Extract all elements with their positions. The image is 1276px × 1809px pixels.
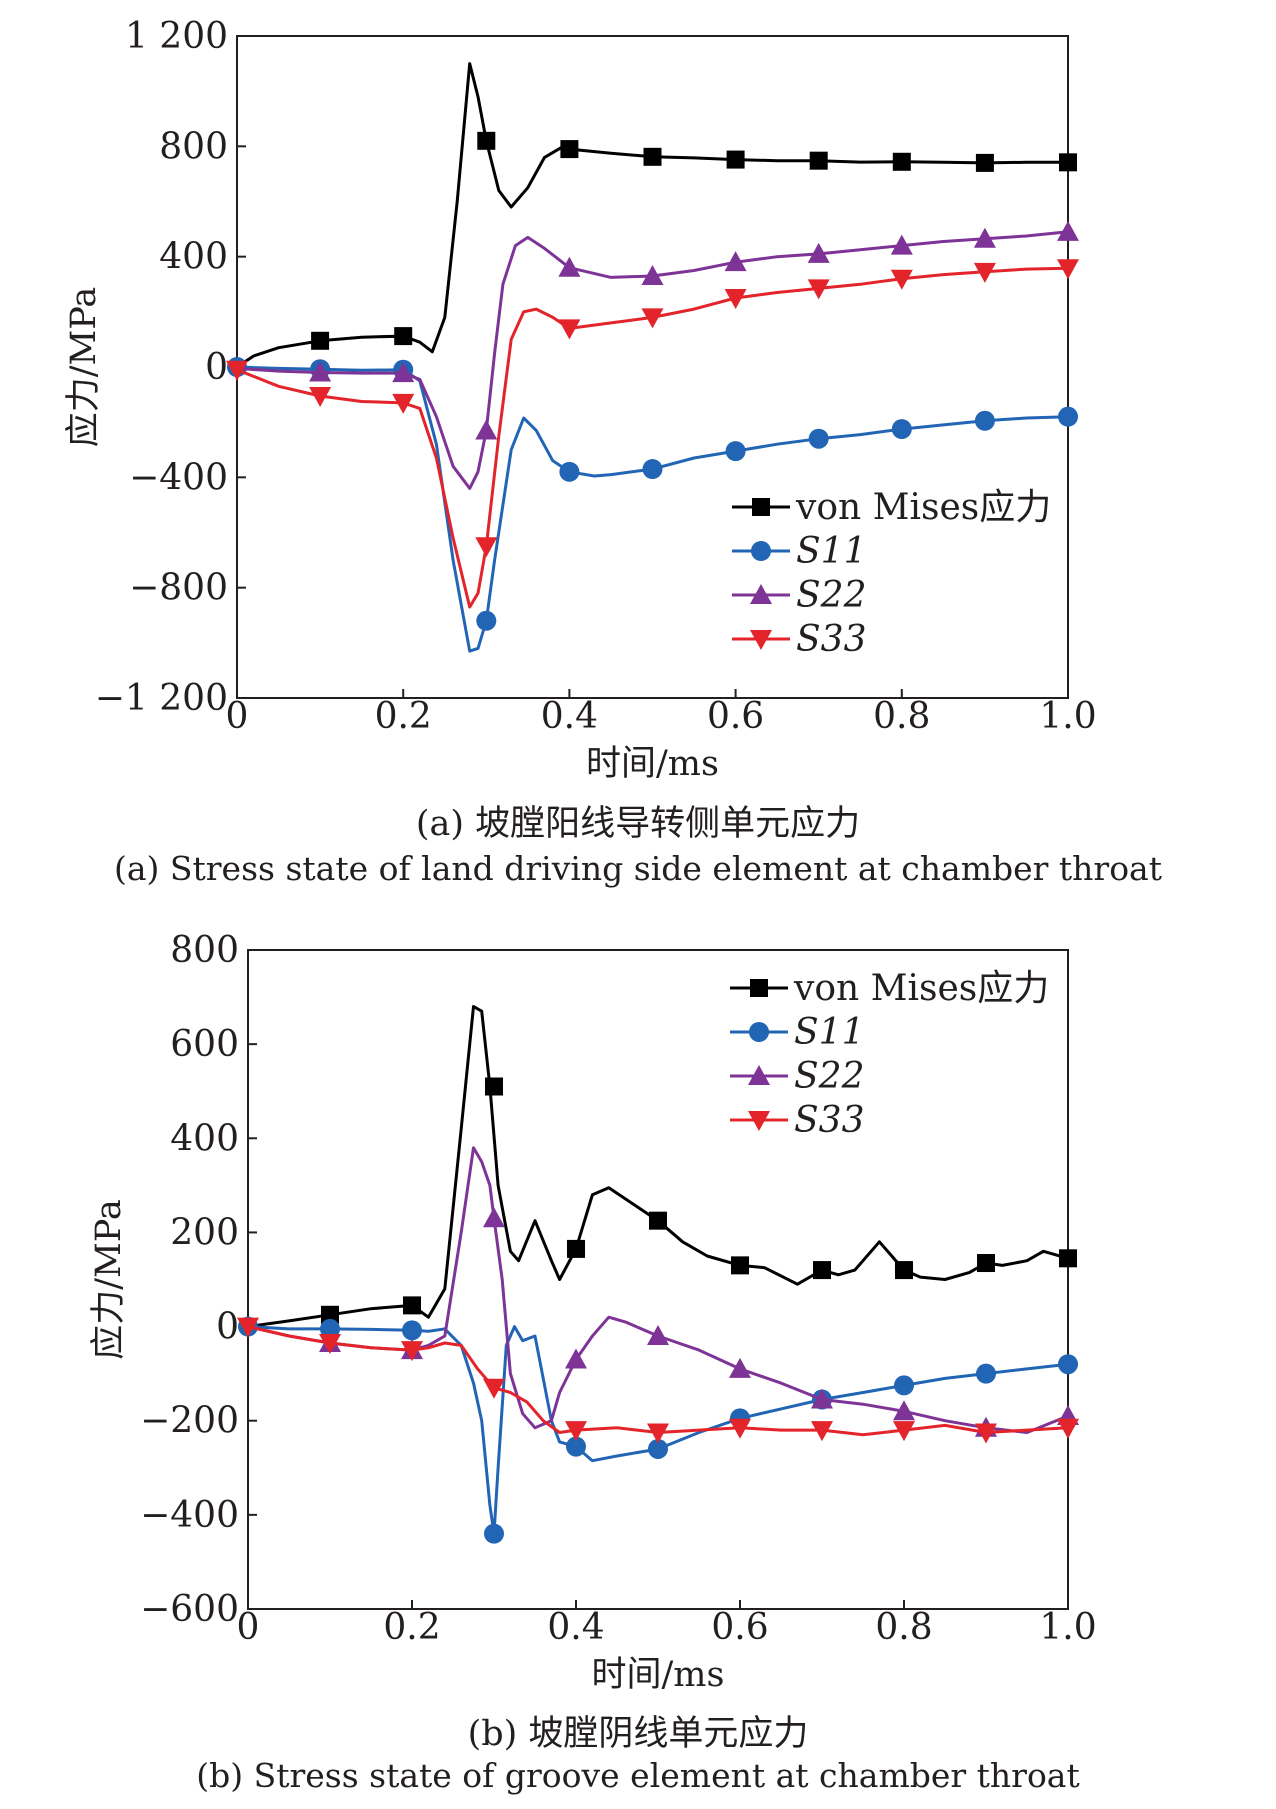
chart-a-data-point-s11 — [892, 419, 912, 439]
chart-a-legend-label-s22: S22 — [796, 575, 866, 616]
chart-b-data-point-von-mises — [895, 1261, 913, 1279]
chart-a-y-axis-label: 应力/MPa — [64, 287, 104, 447]
chart-a-y-tick-label: 1 200 — [125, 16, 228, 57]
chart-a-legend-marker-von-mises — [752, 498, 770, 516]
chart-a-data-point-s11 — [643, 459, 663, 479]
chart-a-x-axis-label: 时间/ms — [586, 744, 719, 784]
chart-a-data-point-s11 — [1058, 407, 1078, 427]
chart-a-y-tick-label: 400 — [159, 237, 228, 278]
chart-a-x-tick-label: 0 — [226, 696, 249, 737]
chart-a-data-point-von-mises — [394, 327, 412, 345]
chart-a-caption-zh: (a) 坡膛阳线导转侧单元应力 — [0, 795, 1276, 846]
chart-a-data-point-von-mises — [644, 148, 662, 166]
chart-b-legend-label-von-mises: von Mises应力 — [793, 968, 1049, 1009]
chart-b-legend-marker-s11 — [749, 1022, 769, 1042]
chart-a-plot-frame — [237, 36, 1068, 698]
chart-b-y-tick-label: −200 — [140, 1401, 239, 1442]
chart-a-y-tick-label: 800 — [159, 126, 228, 167]
chart-a-data-point-von-mises — [311, 332, 329, 350]
chart-a-x-tick-label: 0.6 — [707, 696, 764, 737]
chart-a-data-point-s11 — [809, 429, 829, 449]
chart-b-y-axis-label: 应力/MPa — [89, 1199, 129, 1359]
chart-b-data-point-von-mises — [649, 1212, 667, 1230]
chart-a-x-tick-label: 0.2 — [375, 696, 432, 737]
chart-b-data-point-s11 — [894, 1375, 914, 1395]
chart-a-x-tick-label: 1.0 — [1039, 696, 1096, 737]
chart-b-x-tick-label: 0 — [237, 1607, 260, 1648]
chart-b-x-axis-label: 时间/ms — [592, 1655, 725, 1695]
chart-a-y-tick-label: 0 — [205, 347, 228, 388]
chart-b-caption-en: (b) Stress state of groove element at ch… — [0, 1756, 1276, 1795]
chart-b-series-line-s22 — [248, 1148, 1068, 1433]
chart-b-y-tick-label: 800 — [170, 930, 239, 971]
chart-a-data-point-s22 — [475, 419, 497, 439]
chart-a-x-tick-label: 0.4 — [541, 696, 598, 737]
chart-a-data-point-s11 — [975, 411, 995, 431]
chart-b-x-tick-label: 1.0 — [1039, 1607, 1096, 1648]
chart-b-x-tick-label: 0.8 — [875, 1607, 932, 1648]
chart-b-y-tick-label: 200 — [170, 1212, 239, 1253]
chart-b-x-tick-label: 0.2 — [383, 1607, 440, 1648]
chart-a-data-point-von-mises — [893, 153, 911, 171]
chart-b-data-point-von-mises — [485, 1078, 503, 1096]
chart-a-data-point-von-mises — [976, 154, 994, 172]
chart-a-y-tick-label: −800 — [129, 568, 228, 609]
chart-a-x-tick-label: 0.8 — [873, 696, 930, 737]
chart-b-data-point-von-mises — [731, 1256, 749, 1274]
chart-a-legend-marker-s11 — [751, 541, 771, 561]
chart-b-series-line-von-mises — [248, 1007, 1068, 1327]
chart-b-data-point-von-mises — [1059, 1249, 1077, 1267]
chart-b-y-tick-label: −400 — [140, 1495, 239, 1536]
chart-b-data-point-von-mises — [813, 1261, 831, 1279]
chart-b-data-point-s11 — [976, 1364, 996, 1384]
chart-a-legend-label-s33: S33 — [796, 619, 866, 660]
chart-b-y-tick-label: 400 — [170, 1118, 239, 1159]
chart-a-data-point-von-mises — [1059, 153, 1077, 171]
chart-b-data-point-von-mises — [977, 1254, 995, 1272]
chart-b-legend-label-s33: S33 — [794, 1100, 864, 1141]
chart-b-legend-label-s22: S22 — [794, 1056, 864, 1097]
chart-b-y-tick-label: −600 — [140, 1589, 239, 1630]
chart-a-data-point-s33 — [558, 319, 580, 339]
chart-a-data-point-s11 — [476, 611, 496, 631]
chart-b-data-point-s11 — [484, 1524, 504, 1544]
chart-a-data-point-s11 — [726, 441, 746, 461]
chart-b-data-point-s11 — [402, 1320, 422, 1340]
chart-b-caption-zh: (b) 坡膛阴线单元应力 — [0, 1705, 1276, 1756]
chart-b-y-tick-label: 0 — [216, 1307, 239, 1348]
chart-b-data-point-s22 — [647, 1325, 669, 1345]
chart-a-data-point-von-mises — [810, 152, 828, 170]
chart-b-x-tick-label: 0.4 — [547, 1607, 604, 1648]
chart-a-legend-label-von-mises: von Mises应力 — [795, 487, 1051, 528]
chart-b-data-point-s11 — [1058, 1354, 1078, 1374]
chart-a-data-point-von-mises — [560, 140, 578, 158]
chart-b-x-tick-label: 0.6 — [711, 1607, 768, 1648]
chart-a-data-point-s22 — [1057, 221, 1079, 241]
chart-a-data-point-s11 — [559, 462, 579, 482]
chart-a-y-tick-label: −400 — [129, 457, 228, 498]
chart-a-legend-label-s11: S11 — [796, 531, 866, 572]
chart-a-data-point-s22 — [558, 257, 580, 277]
chart-b-data-point-von-mises — [403, 1296, 421, 1314]
chart-b-legend-label-s11: S11 — [794, 1012, 864, 1053]
chart-b-data-point-s22 — [729, 1358, 751, 1378]
chart-b-data-point-von-mises — [567, 1240, 585, 1258]
chart-a-data-point-von-mises — [477, 132, 495, 150]
chart-b-data-point-s22 — [565, 1349, 587, 1369]
chart-a-data-point-von-mises — [727, 151, 745, 169]
chart-a-caption-en: (a) Stress state of land driving side el… — [0, 849, 1276, 888]
chart-b-y-tick-label: 600 — [170, 1024, 239, 1065]
chart-b-legend-marker-von-mises — [750, 979, 768, 997]
chart-a-y-tick-label: −1 200 — [95, 678, 228, 719]
